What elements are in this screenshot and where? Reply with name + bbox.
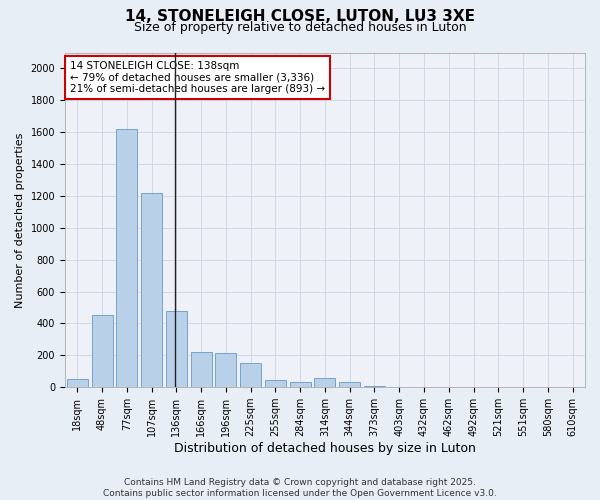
Bar [116, 129, 137, 387]
Text: 14, STONELEIGH CLOSE, LUTON, LU3 3XE: 14, STONELEIGH CLOSE, LUTON, LU3 3XE [125, 9, 475, 24]
Text: Size of property relative to detached houses in Luton: Size of property relative to detached ho… [134, 21, 466, 34]
Bar [215, 353, 236, 387]
Bar [166, 310, 187, 387]
Bar [191, 352, 212, 387]
Bar [92, 316, 113, 387]
Bar [314, 378, 335, 387]
Text: 14 STONELEIGH CLOSE: 138sqm
← 79% of detached houses are smaller (3,336)
21% of : 14 STONELEIGH CLOSE: 138sqm ← 79% of det… [70, 61, 325, 94]
X-axis label: Distribution of detached houses by size in Luton: Distribution of detached houses by size … [174, 442, 476, 455]
Bar [240, 362, 261, 387]
Bar [67, 380, 88, 387]
Bar [364, 386, 385, 387]
Y-axis label: Number of detached properties: Number of detached properties [15, 132, 25, 308]
Text: Contains HM Land Registry data © Crown copyright and database right 2025.
Contai: Contains HM Land Registry data © Crown c… [103, 478, 497, 498]
Bar [265, 380, 286, 387]
Bar [290, 382, 311, 387]
Bar [339, 382, 360, 387]
Bar [141, 193, 162, 387]
